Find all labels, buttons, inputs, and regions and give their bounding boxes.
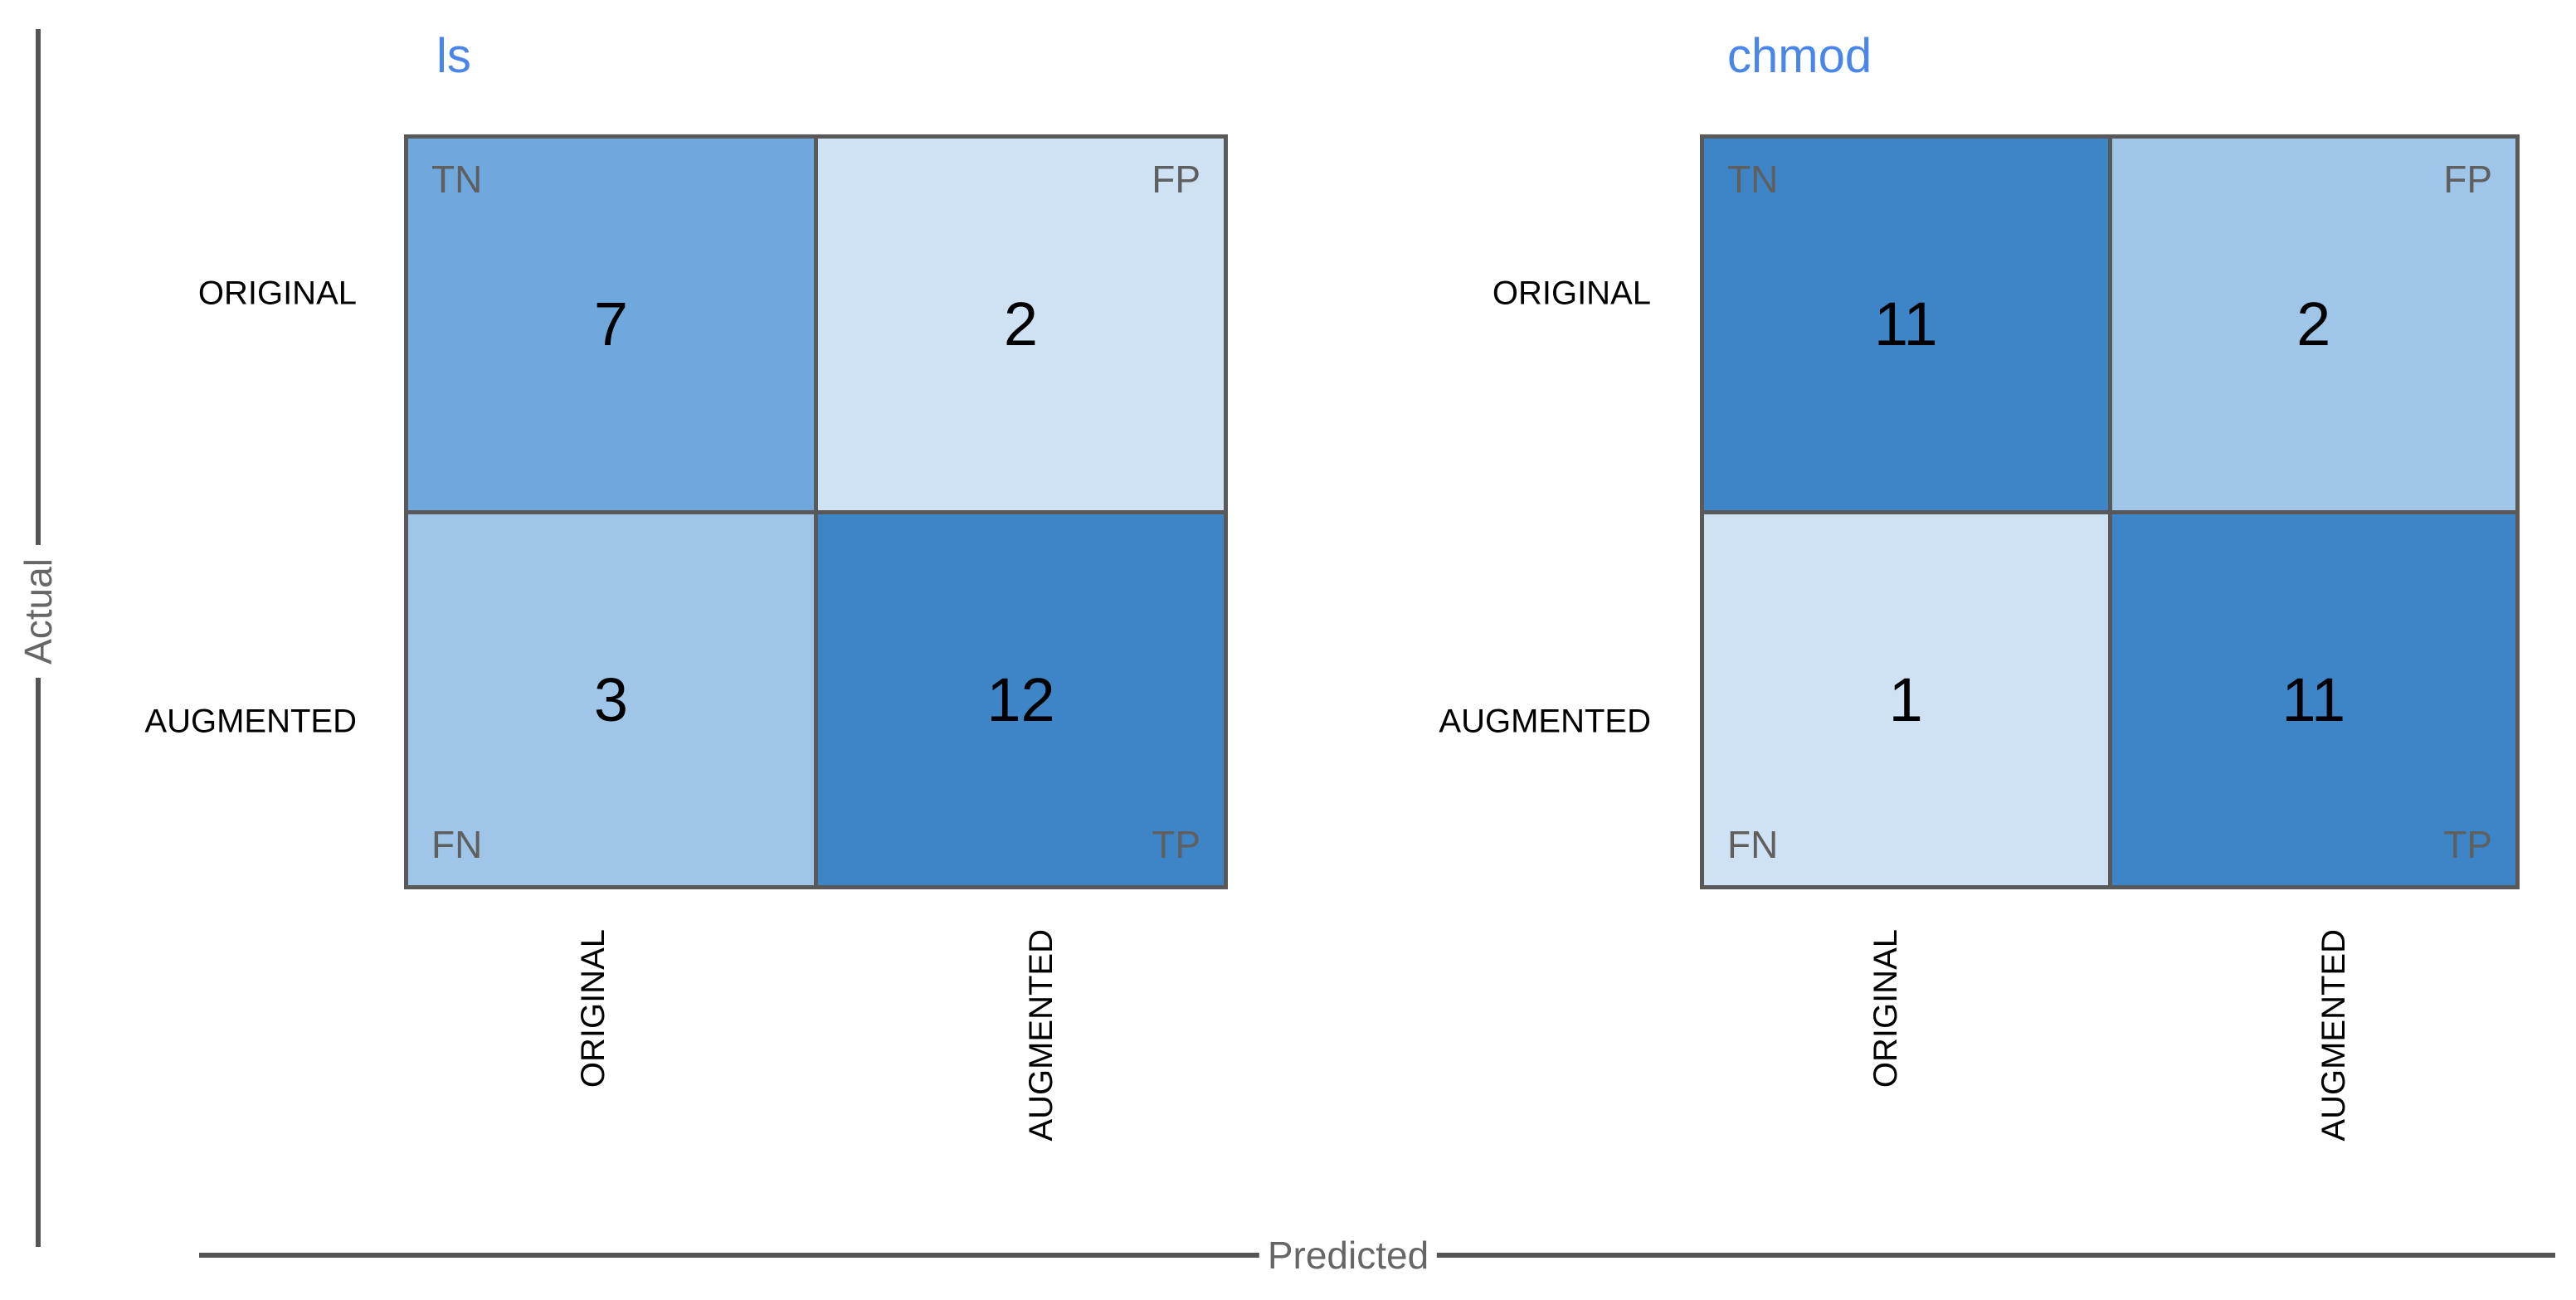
ls-ytick-original: ORIGINAL [197,275,357,312]
corner-label-tn: TN [1727,158,1779,201]
cell-value: 3 [593,665,629,734]
ls-xtick-augmented: AUGMENTED [1023,929,1059,1142]
chmod-ytick-augmented: AUGMENTED [1439,703,1651,740]
cell-value: 2 [2296,290,2331,359]
cell-value: 11 [1873,290,1938,359]
chmod-confusion-grid: TN 11 FP 2 FN 1 TP 11 [1700,134,2520,889]
cell-value: 12 [986,665,1055,734]
chmod-xtick-original: ORIGINAL [1867,929,1904,1088]
corner-label-fp: FP [2443,158,2492,201]
ls-cell-fn: FN 3 [408,514,814,885]
chmod-xtick-augmented: AUGMENTED [2315,929,2352,1142]
y-axis-title: Actual [12,545,64,678]
chart-title-ls: ls [436,29,471,83]
ls-cell-fp: FP 2 [818,139,1224,510]
corner-label-fn: FN [1727,823,1779,866]
ls-xtick-original: ORIGINAL [575,929,611,1088]
chart-title-chmod: chmod [1727,29,1872,83]
chmod-cell-tn: TN 11 [1704,139,2108,510]
corner-label-tn: TN [431,158,483,201]
corner-label-tp: TP [2443,823,2492,866]
cell-value: 1 [1888,665,1923,734]
ls-ytick-augmented: AUGMENTED [144,703,357,740]
cell-value: 2 [1003,290,1039,359]
chmod-cell-fp: FP 2 [2111,139,2515,510]
chmod-ytick-original: ORIGINAL [1492,275,1651,312]
corner-label-fp: FP [1152,158,1200,201]
ls-confusion-grid: TN 7 FP 2 FN 3 TP 12 [404,134,1228,889]
cell-value: 7 [593,290,629,359]
corner-label-fn: FN [431,823,483,866]
cell-value: 11 [2281,665,2346,734]
chmod-cell-tp: TP 11 [2111,514,2515,885]
chmod-cell-fn: FN 1 [1704,514,2108,885]
x-axis-title: Predicted [1259,1231,1438,1279]
ls-cell-tn: TN 7 [408,139,814,510]
ls-cell-tp: TP 12 [818,514,1224,885]
corner-label-tp: TP [1152,823,1200,866]
